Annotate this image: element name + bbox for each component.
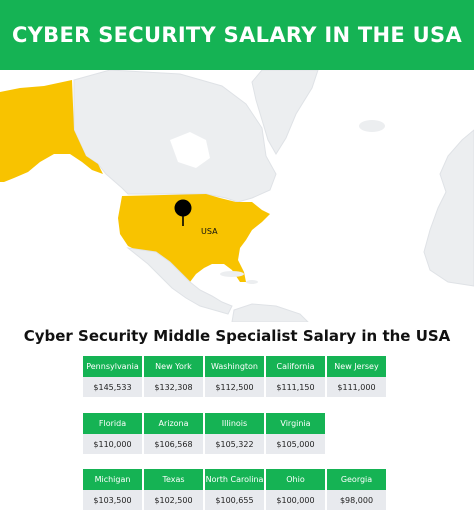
state-cell: Ohio xyxy=(266,469,325,490)
salary-cell: $110,000 xyxy=(83,434,142,454)
section-title: Cyber Security Middle Specialist Salary … xyxy=(23,327,451,345)
state-cell: California xyxy=(266,356,325,377)
salary-cell: $132,308 xyxy=(144,377,203,397)
salary-table-3: Michigan Texas North Carolina Ohio Georg… xyxy=(81,469,388,510)
salary-cell: $100,655 xyxy=(205,490,264,510)
state-cell: Texas xyxy=(144,469,203,490)
state-cell: New Jersey xyxy=(327,356,386,377)
salary-cell: $105,322 xyxy=(205,434,264,454)
state-row: Michigan Texas North Carolina Ohio Georg… xyxy=(83,469,386,490)
salary-table-2: Florida Arizona Illinois Virginia $110,0… xyxy=(81,413,327,454)
salary-cell: $145,533 xyxy=(83,377,142,397)
cuba-island xyxy=(220,271,244,277)
iceland-island xyxy=(359,120,385,132)
map-illustration: USA xyxy=(0,70,474,322)
state-cell: Pennsylvania xyxy=(83,356,142,377)
usa-label: USA xyxy=(201,227,218,236)
state-cell: North Carolina xyxy=(205,469,264,490)
state-cell: Florida xyxy=(83,413,142,434)
map-pin-icon xyxy=(174,199,192,226)
usa-highlight xyxy=(118,194,270,282)
salary-table-1: Pennsylvania New York Washington Califor… xyxy=(81,356,388,397)
salary-cell: $106,568 xyxy=(144,434,203,454)
salary-cell: $111,000 xyxy=(327,377,386,397)
salary-cell: $112,500 xyxy=(205,377,264,397)
salary-cell: $100,000 xyxy=(266,490,325,510)
salary-cell: $111,150 xyxy=(266,377,325,397)
salary-cell: $103,500 xyxy=(83,490,142,510)
state-cell: Washington xyxy=(205,356,264,377)
world-map: USA xyxy=(0,70,474,322)
south-america-landmass xyxy=(231,303,309,322)
hudson-bay xyxy=(170,132,210,168)
canada-landmass xyxy=(73,70,277,203)
state-row: Florida Arizona Illinois Virginia xyxy=(83,413,325,434)
europe-landmass xyxy=(423,129,474,287)
state-cell: Illinois xyxy=(205,413,264,434)
state-cell: New York xyxy=(144,356,203,377)
state-row: Pennsylvania New York Washington Califor… xyxy=(83,356,386,377)
state-cell: Georgia xyxy=(327,469,386,490)
salary-row: $103,500 $102,500 $100,655 $100,000 $98,… xyxy=(83,490,386,510)
page-title: CYBER SECURITY SALARY IN THE USA xyxy=(11,23,463,47)
salary-row: $110,000 $106,568 $105,322 $105,000 xyxy=(83,434,325,454)
salary-cell: $102,500 xyxy=(144,490,203,510)
hispaniola-island xyxy=(246,280,258,284)
title-banner: CYBER SECURITY SALARY IN THE USA xyxy=(0,0,474,70)
mexico-landmass xyxy=(126,247,233,315)
state-cell: Michigan xyxy=(83,469,142,490)
salary-row: $145,533 $132,308 $112,500 $111,150 $111… xyxy=(83,377,386,397)
state-cell: Virginia xyxy=(266,413,325,434)
salary-cell: $105,000 xyxy=(266,434,325,454)
greenland-landmass xyxy=(251,70,319,155)
salary-cell: $98,000 xyxy=(327,490,386,510)
state-cell: Arizona xyxy=(144,413,203,434)
alaska-highlight xyxy=(0,80,103,182)
